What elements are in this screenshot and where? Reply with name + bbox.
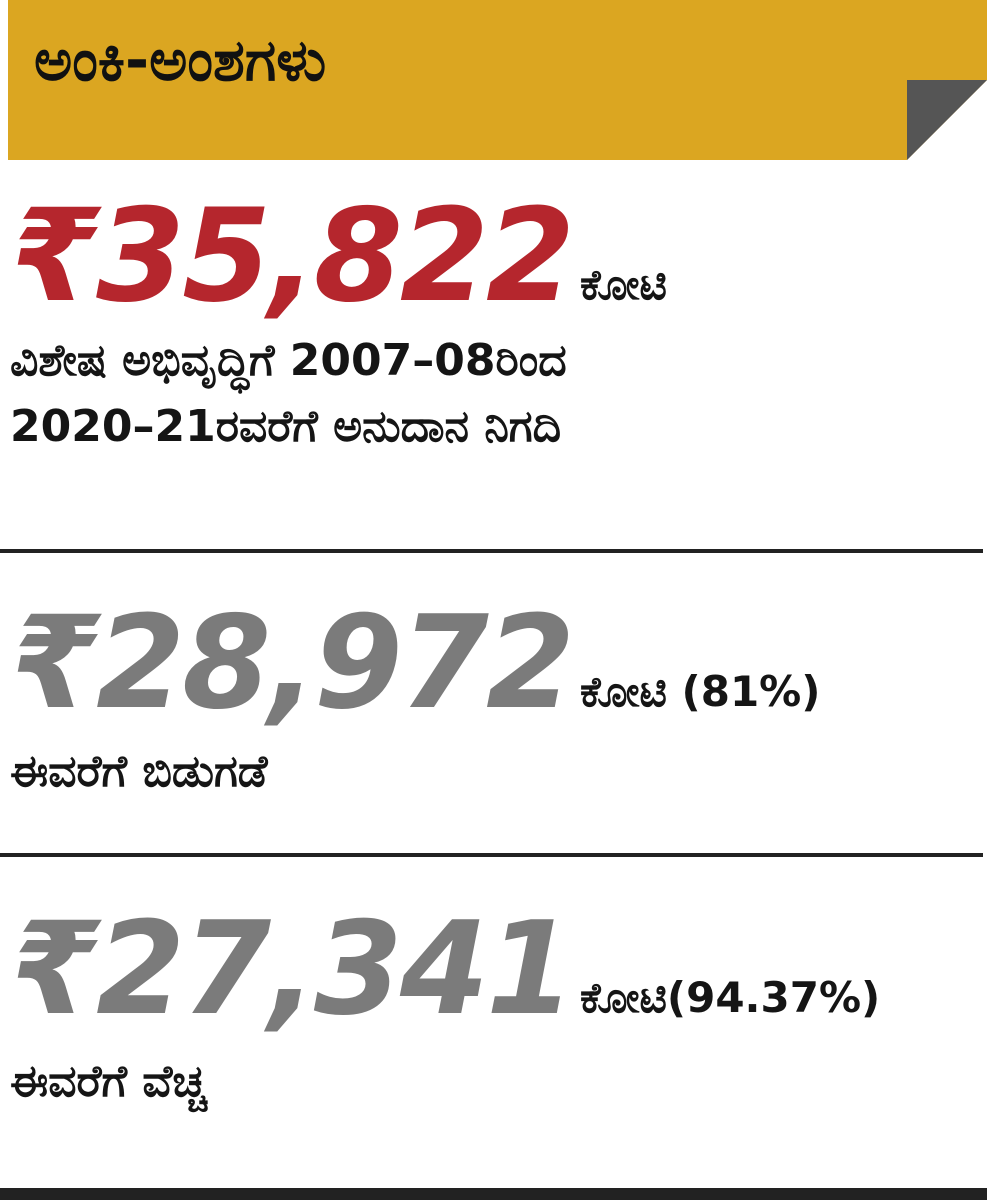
stat-spent-desc-line-1: ಈವರೆಗೆ ವೆಚ್ಚ bbox=[10, 1056, 207, 1107]
stat-allocated-amount: ₹35,822 bbox=[10, 182, 575, 331]
stat-allocated-desc-line-1: ವಿಶೇಷ ಅಭಿವೃದ್ಧಿಗೆ 2007–08ರಿಂದ bbox=[10, 335, 567, 386]
stat-allocated-row: ₹35,822 ಕೋಟಿ bbox=[10, 170, 980, 331]
divider-rule bbox=[0, 549, 983, 553]
bottom-rule bbox=[0, 1188, 987, 1200]
header-title: ಅಂಕಿ-ಅಂಶಗಳು bbox=[34, 26, 327, 94]
stat-released: ₹28,972 ಕೋಟಿ (81%) ಈವರೆಗೆ ಬಿಡುಗಡೆ bbox=[10, 577, 980, 805]
stat-released-amount: ₹28,972 bbox=[10, 589, 575, 738]
stat-allocated-desc-line-2: 2020–21ರವರೆಗೆ ಅನುದಾನ ನಿಗದಿ bbox=[10, 401, 562, 452]
stat-released-row: ₹28,972 ಕೋಟಿ (81%) bbox=[10, 577, 980, 738]
stat-spent-row: ₹27,341 ಕೋಟಿ(94.37%) bbox=[10, 883, 980, 1044]
stat-spent-amount: ₹27,341 bbox=[10, 895, 575, 1044]
header-banner: ಅಂಕಿ-ಅಂಶಗಳು bbox=[8, 0, 987, 160]
corner-fold bbox=[907, 80, 987, 160]
stat-released-desc-line-1: ಈವರೆಗೆ ಬಿಡುಗಡೆ bbox=[10, 746, 268, 797]
stat-spent: ₹27,341 ಕೋಟಿ(94.37%) ಈವರೆಗೆ ವೆಚ್ಚ bbox=[10, 883, 980, 1115]
stat-spent-unit: ಕೋಟಿ(94.37%) bbox=[580, 973, 881, 1022]
stat-allocated-unit: ಕೋಟಿ bbox=[580, 260, 667, 309]
corner-fold-flap bbox=[907, 80, 987, 160]
divider-rule bbox=[0, 853, 983, 857]
stat-allocated: ₹35,822 ಕೋಟಿ ವಿಶೇಷ ಅಭಿವೃದ್ಧಿಗೆ 2007–08ರಿ… bbox=[10, 170, 980, 460]
stat-released-unit: ಕೋಟಿ (81%) bbox=[580, 667, 821, 716]
